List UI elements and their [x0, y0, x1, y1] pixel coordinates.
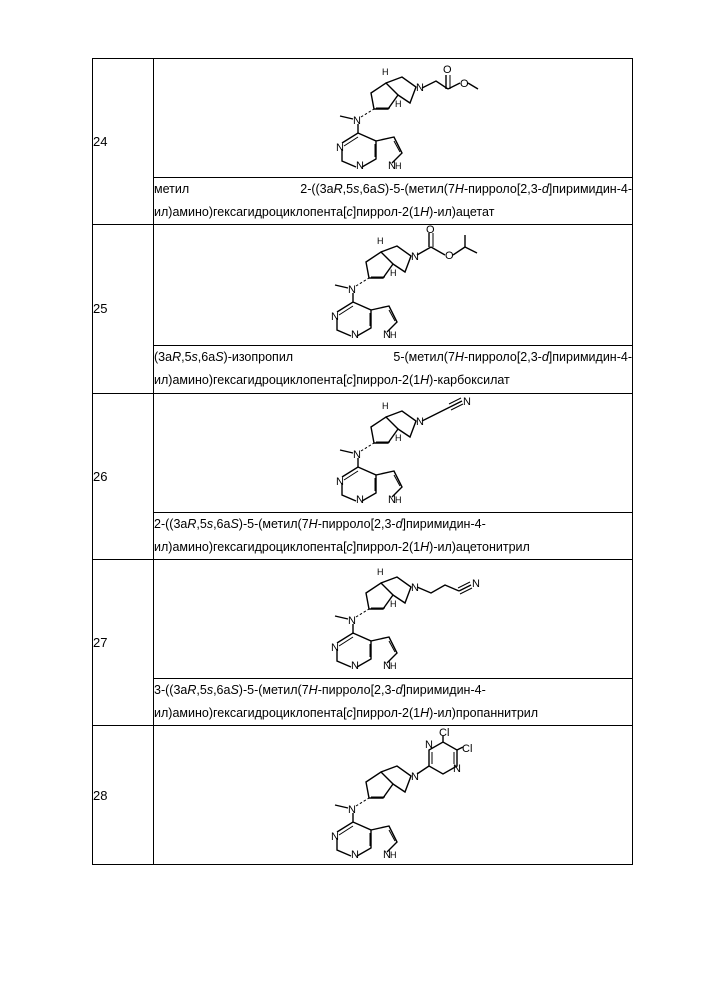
svg-text:N: N	[353, 115, 361, 127]
compound-name: 3-((3aR,5s,6aS)-5-(метил(7H-пирроло[2,3-…	[154, 678, 633, 725]
document-page: 24 N N N H N	[0, 0, 707, 1000]
svg-text:O: O	[443, 64, 452, 76]
svg-text:N: N	[472, 578, 480, 590]
svg-text:H: H	[377, 236, 384, 246]
compound-name: (3aR,5s,6aS)-изопропил 5-(метил(7H-пирро…	[154, 346, 633, 393]
table-row: (3aR,5s,6aS)-изопропил 5-(метил(7H-пирро…	[93, 346, 633, 393]
svg-text:H: H	[395, 161, 402, 171]
svg-text:N: N	[353, 449, 361, 461]
compound-table: 24 N N N H N	[92, 58, 633, 865]
svg-text:O: O	[460, 78, 469, 90]
table-row: 26 N N N H N	[93, 393, 633, 512]
svg-text:H: H	[390, 599, 397, 609]
svg-text:Cl: Cl	[439, 728, 449, 739]
svg-text:N: N	[425, 739, 433, 751]
svg-text:H: H	[382, 401, 389, 411]
compound-number: 26	[93, 393, 154, 559]
compound-name: метил 2-((3aR,5s,6aS)-5-(метил(7H-пиррол…	[154, 178, 633, 225]
table-row: 3-((3aR,5s,6aS)-5-(метил(7H-пирроло[2,3-…	[93, 678, 633, 725]
table-row: 27 N N N H N	[93, 559, 633, 678]
svg-text:O: O	[445, 250, 454, 262]
svg-text:N: N	[331, 642, 339, 654]
svg-text:H: H	[390, 268, 397, 278]
table-row: метил 2-((3aR,5s,6aS)-5-(метил(7H-пиррол…	[93, 178, 633, 225]
structure-cell: N N N H N	[154, 559, 633, 678]
svg-text:N: N	[331, 831, 339, 843]
compound-number: 25	[93, 225, 154, 393]
structure-24: N N N H N	[298, 61, 488, 176]
structure-cell: N N N H N	[154, 59, 633, 178]
svg-text:H: H	[390, 850, 397, 860]
svg-text:N: N	[336, 142, 344, 154]
svg-text:H: H	[377, 567, 384, 577]
structure-cell: N N N H N	[154, 726, 633, 865]
svg-text:H: H	[395, 495, 402, 505]
svg-text:N: N	[336, 476, 344, 488]
svg-text:H: H	[382, 67, 389, 77]
svg-text:N: N	[463, 397, 471, 408]
structure-cell: N N N H N	[154, 225, 633, 346]
svg-text:H: H	[395, 433, 402, 443]
structure-28: N N N H N	[293, 728, 493, 863]
table-row: 2-((3aR,5s,6aS)-5-(метил(7H-пирроло[2,3-…	[93, 512, 633, 559]
svg-text:H: H	[390, 661, 397, 671]
structure-27: N N N H N	[293, 563, 493, 675]
structure-26: N N N H N	[298, 397, 488, 509]
compound-name: 2-((3aR,5s,6aS)-5-(метил(7H-пирроло[2,3-…	[154, 512, 633, 559]
svg-text:N: N	[411, 251, 419, 263]
table-row: 28 N N N H N	[93, 726, 633, 865]
structure-cell: N N N H N	[154, 393, 633, 512]
svg-text:N: N	[416, 416, 424, 428]
table-row: 24 N N N H N	[93, 59, 633, 178]
svg-text:N: N	[348, 804, 356, 816]
svg-text:N: N	[348, 615, 356, 627]
svg-text:H: H	[395, 99, 402, 109]
table-row: 25 N N N H N	[93, 225, 633, 346]
compound-number: 27	[93, 559, 154, 725]
structure-25: N N N H N	[293, 225, 493, 345]
svg-text:Cl: Cl	[462, 743, 472, 755]
svg-text:O: O	[426, 225, 435, 236]
svg-text:N: N	[453, 763, 461, 775]
svg-text:N: N	[331, 311, 339, 323]
svg-text:N: N	[348, 284, 356, 296]
compound-number: 24	[93, 59, 154, 225]
svg-text:H: H	[390, 330, 397, 340]
compound-number: 28	[93, 726, 154, 865]
